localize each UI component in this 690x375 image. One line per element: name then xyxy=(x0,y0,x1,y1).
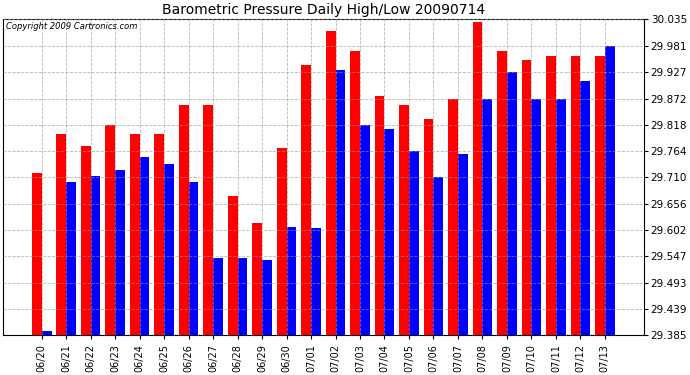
Bar xyxy=(139,157,150,335)
Bar xyxy=(458,154,468,335)
Bar xyxy=(81,146,90,335)
Bar xyxy=(286,227,296,335)
Bar xyxy=(409,151,419,335)
Bar xyxy=(302,66,311,335)
Bar xyxy=(424,119,433,335)
Bar xyxy=(580,81,590,335)
Bar xyxy=(351,51,360,335)
Bar xyxy=(213,258,223,335)
Bar xyxy=(335,70,345,335)
Bar xyxy=(546,56,556,335)
Bar xyxy=(262,260,272,335)
Bar xyxy=(179,105,188,335)
Title: Barometric Pressure Daily High/Low 20090714: Barometric Pressure Daily High/Low 20090… xyxy=(161,3,485,17)
Bar xyxy=(384,129,394,335)
Bar xyxy=(605,46,615,335)
Bar xyxy=(41,331,52,335)
Bar xyxy=(433,177,443,335)
Bar xyxy=(473,22,482,335)
Bar xyxy=(277,148,286,335)
Bar xyxy=(326,30,335,335)
Bar xyxy=(155,134,164,335)
Bar xyxy=(375,96,384,335)
Bar xyxy=(595,56,605,335)
Bar xyxy=(228,196,237,335)
Bar xyxy=(400,105,409,335)
Bar xyxy=(90,176,101,335)
Text: Copyright 2009 Cartronics.com: Copyright 2009 Cartronics.com xyxy=(6,22,137,32)
Bar xyxy=(130,134,139,335)
Bar xyxy=(106,125,115,335)
Bar xyxy=(253,224,262,335)
Bar xyxy=(57,134,66,335)
Bar xyxy=(522,60,531,335)
Bar xyxy=(66,182,76,335)
Bar xyxy=(507,72,517,335)
Bar xyxy=(360,125,370,335)
Bar xyxy=(115,170,125,335)
Bar xyxy=(571,56,580,335)
Bar xyxy=(497,51,507,335)
Bar xyxy=(556,99,566,335)
Bar xyxy=(311,228,321,335)
Bar xyxy=(204,105,213,335)
Bar xyxy=(164,164,174,335)
Bar xyxy=(188,182,199,335)
Bar xyxy=(448,99,458,335)
Bar xyxy=(32,173,41,335)
Bar xyxy=(237,258,248,335)
Bar xyxy=(482,99,492,335)
Bar xyxy=(531,99,541,335)
